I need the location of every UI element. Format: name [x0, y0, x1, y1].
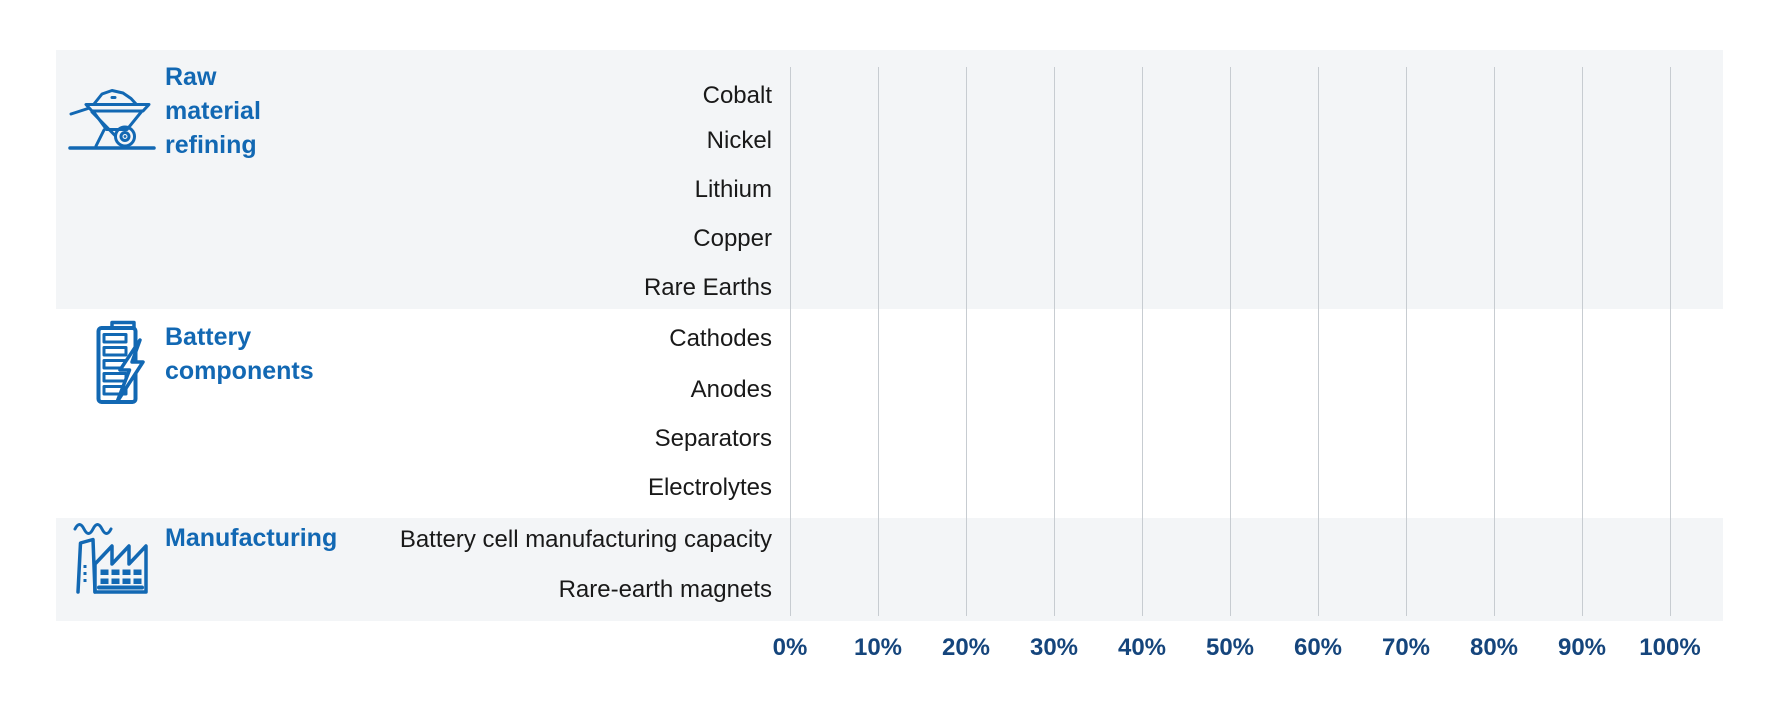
x-tick-label: 70%: [1381, 634, 1431, 661]
gridline: [1054, 67, 1055, 616]
section-band-manufacturing: [56, 518, 1723, 621]
gridline: [966, 67, 967, 616]
gridline: [1494, 67, 1495, 616]
x-tick-label: 80%: [1469, 634, 1519, 661]
battery-icon: [96, 320, 145, 404]
row-label: Rare Earths: [643, 274, 772, 301]
x-tick-label: 30%: [1029, 634, 1079, 661]
gridline: [790, 67, 791, 616]
x-tick-label: 100%: [1639, 634, 1701, 661]
row-label: Rare-earth magnets: [558, 576, 772, 603]
gridline: [1318, 67, 1319, 616]
gridline: [1670, 67, 1671, 616]
row-label: Battery cell manufacturing capacity: [399, 526, 772, 553]
row-label: Separators: [654, 425, 772, 452]
section-title-raw-material-refining: Raw material refining: [165, 63, 261, 159]
gridline: [1406, 67, 1407, 616]
x-tick-label: 90%: [1557, 634, 1607, 661]
gridline: [1230, 67, 1231, 616]
section-title-manufacturing: Manufacturing: [165, 524, 338, 552]
section-band-raw-material-refining: [56, 50, 1723, 309]
row-label: Copper: [693, 225, 772, 252]
row-label: Anodes: [690, 376, 772, 403]
row-label: Electrolytes: [647, 474, 772, 501]
section-title-battery-components: Battery components: [165, 323, 314, 385]
x-tick-label: 60%: [1293, 634, 1343, 661]
row-label: Cobalt: [702, 82, 772, 109]
gridline: [1142, 67, 1143, 616]
x-tick-label: 50%: [1205, 634, 1255, 661]
row-label: Lithium: [694, 176, 772, 203]
row-label: Nickel: [706, 127, 772, 154]
x-tick-label: 20%: [941, 634, 991, 661]
gridline: [878, 67, 879, 616]
wheelbarrow-icon: [68, 89, 156, 150]
gridline: [1582, 67, 1583, 616]
factory-icon: [73, 523, 148, 594]
x-tick-label: 10%: [853, 634, 903, 661]
x-tick-label: 0%: [772, 634, 808, 661]
row-label: Cathodes: [669, 325, 772, 352]
x-tick-label: 40%: [1117, 634, 1167, 661]
